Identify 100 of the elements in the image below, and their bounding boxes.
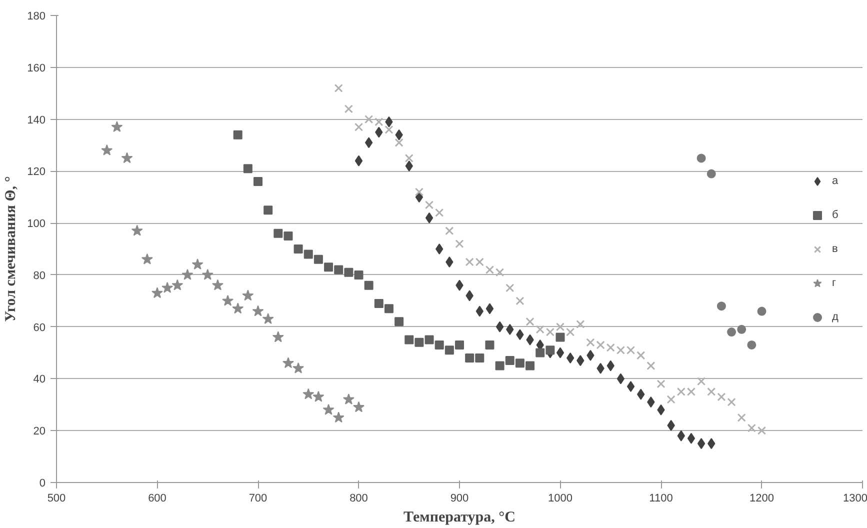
point <box>505 356 514 366</box>
y-tick-label: 20 <box>33 426 46 438</box>
y-tick-label: 140 <box>27 114 46 126</box>
point <box>706 169 716 178</box>
x-tick-label: 900 <box>450 492 469 504</box>
y-tick-label: 160 <box>27 62 46 74</box>
point <box>737 413 746 422</box>
point <box>111 121 123 132</box>
point <box>616 373 625 384</box>
point <box>364 280 374 290</box>
point <box>455 240 464 248</box>
point <box>444 346 454 355</box>
y-axis-title: Угол смечивания Θ, ° <box>3 176 20 322</box>
point <box>414 338 424 347</box>
x-tick-label: 1200 <box>750 492 774 504</box>
point <box>394 317 404 326</box>
point <box>536 325 544 334</box>
point <box>282 357 294 368</box>
point <box>131 224 143 236</box>
x-tick-label: 1100 <box>649 492 673 504</box>
point <box>717 392 726 402</box>
point <box>284 232 293 241</box>
y-tick-label: 80 <box>33 270 46 282</box>
x-tick-label: 500 <box>47 492 66 504</box>
point <box>485 340 494 350</box>
point <box>727 328 736 337</box>
point <box>747 424 756 432</box>
x-tick-label: 800 <box>350 492 368 504</box>
point <box>294 244 303 254</box>
point <box>292 362 304 374</box>
point <box>101 144 113 156</box>
point <box>546 328 554 336</box>
point <box>455 340 464 350</box>
point <box>404 154 414 162</box>
point <box>322 404 334 415</box>
point <box>252 305 264 316</box>
point <box>425 212 434 224</box>
point <box>516 296 524 306</box>
point <box>242 290 254 301</box>
point <box>486 303 494 314</box>
point <box>384 304 394 314</box>
point <box>404 335 414 344</box>
y-tick-label: 180 <box>27 10 46 22</box>
point <box>342 393 354 404</box>
point <box>596 340 605 350</box>
point <box>312 390 324 402</box>
point <box>272 331 284 342</box>
point <box>536 348 545 358</box>
point <box>364 137 373 148</box>
point <box>254 177 262 186</box>
point <box>435 208 444 217</box>
point <box>656 380 666 388</box>
point <box>747 340 756 350</box>
point <box>757 426 766 435</box>
point <box>465 353 474 362</box>
point <box>696 154 706 163</box>
point <box>121 152 133 164</box>
point <box>636 351 646 360</box>
point <box>222 294 234 306</box>
point <box>354 155 363 166</box>
point <box>302 388 314 400</box>
point <box>436 244 444 254</box>
point <box>496 321 504 332</box>
point <box>546 346 555 355</box>
point <box>182 268 194 280</box>
point <box>374 298 384 308</box>
point <box>586 338 595 347</box>
point <box>646 361 656 370</box>
point <box>262 313 274 324</box>
point <box>314 254 323 264</box>
point <box>394 138 404 147</box>
point <box>162 282 174 293</box>
point <box>697 377 706 386</box>
point <box>354 122 364 132</box>
legend-label: в <box>832 242 839 254</box>
legend-label: а <box>832 174 840 186</box>
point <box>243 164 252 174</box>
x-tick-label: 600 <box>148 492 166 504</box>
point <box>232 302 244 314</box>
point <box>192 258 204 270</box>
point <box>374 118 384 126</box>
point <box>666 395 676 404</box>
legend-label: б <box>832 208 840 220</box>
point <box>716 302 726 311</box>
point <box>606 343 615 352</box>
point <box>212 279 224 290</box>
point <box>757 306 766 316</box>
point <box>526 317 534 326</box>
point <box>264 206 273 215</box>
point <box>141 253 153 264</box>
point <box>354 270 364 280</box>
point <box>334 84 343 92</box>
y-tick-label: 40 <box>33 374 46 386</box>
point <box>515 358 524 368</box>
point <box>485 265 494 274</box>
point <box>566 328 575 336</box>
x-tick-label: 1000 <box>548 492 572 504</box>
point <box>737 324 746 334</box>
x-axis-title: Температура, °С <box>404 510 516 526</box>
point <box>344 104 353 114</box>
